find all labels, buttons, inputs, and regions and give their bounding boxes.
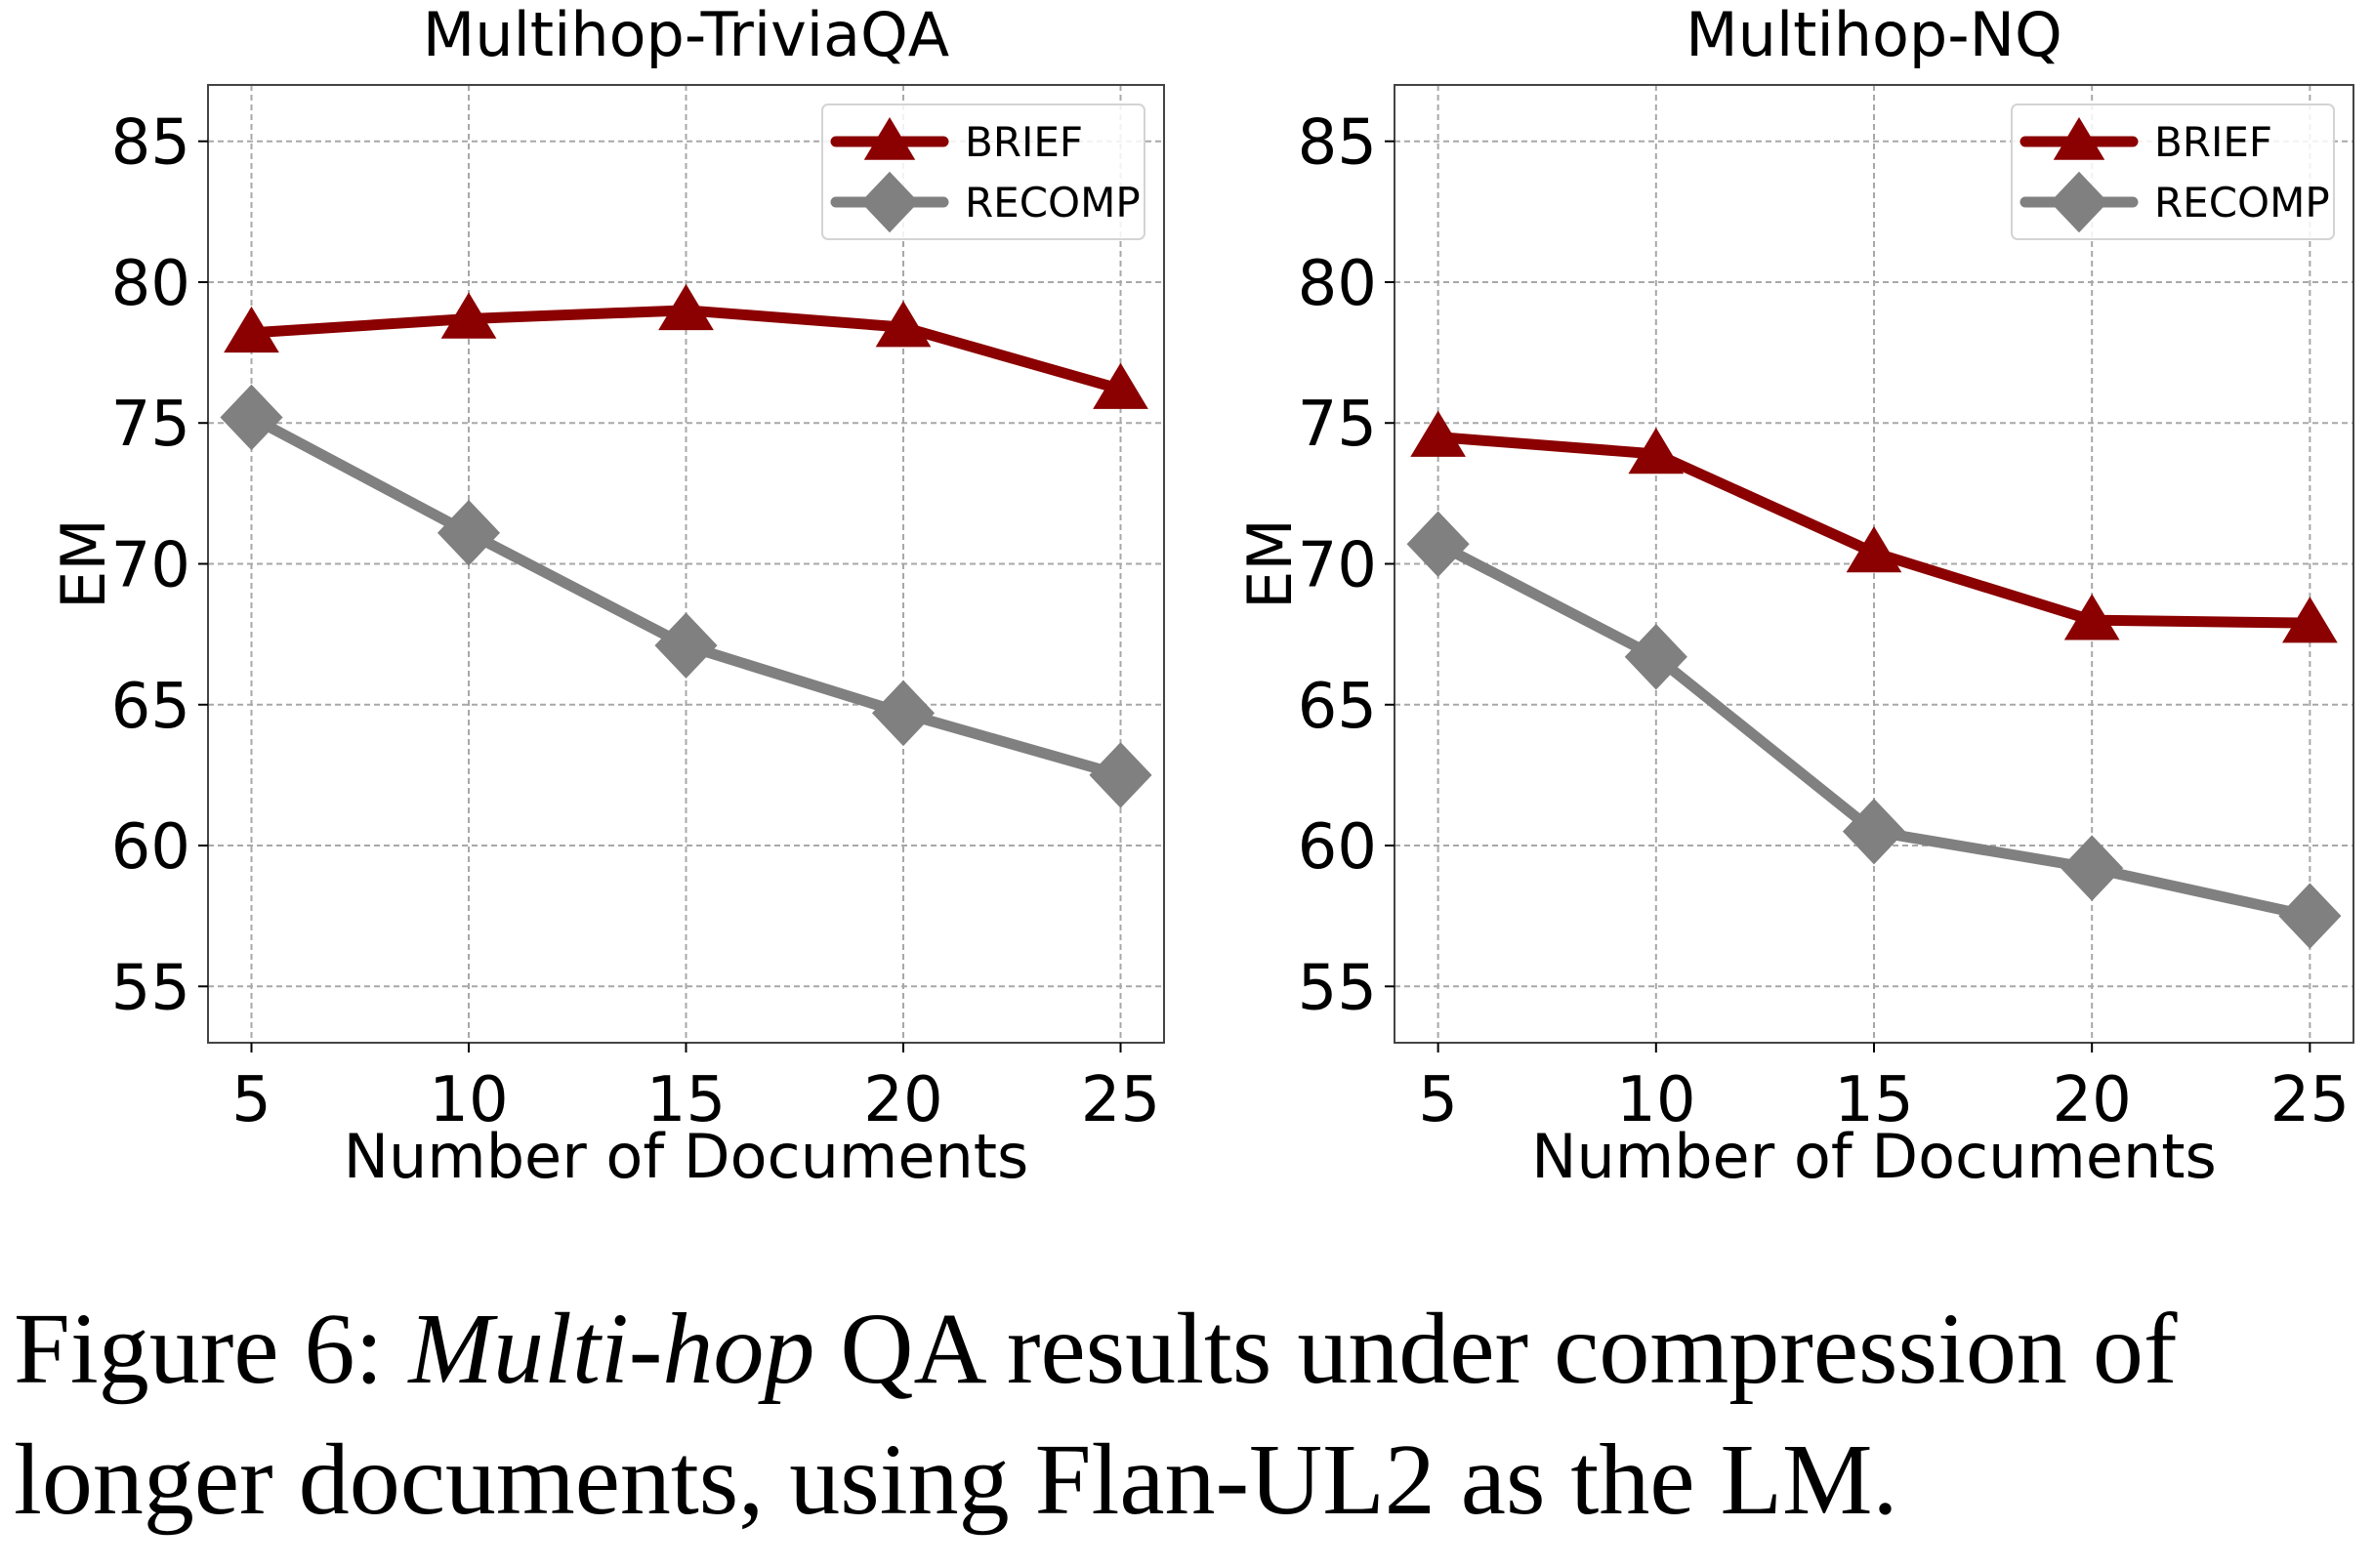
x-tick-label: 10 xyxy=(429,1064,508,1136)
legend-label-recomp: RECOMP xyxy=(965,179,1141,227)
series-brief xyxy=(224,283,1148,409)
legend-marker-brief xyxy=(2053,117,2105,160)
data-point-recomp xyxy=(2278,883,2342,949)
data-point-recomp xyxy=(1624,623,1687,690)
y-axis-label: EM xyxy=(48,518,119,609)
y-axis-label: EM xyxy=(1234,518,1306,609)
legend-label-brief: BRIEF xyxy=(965,118,1083,166)
x-tick-label: 20 xyxy=(2052,1064,2131,1136)
legend: BRIEF RECOMP xyxy=(2011,103,2335,240)
y-tick-label: 70 xyxy=(111,530,190,602)
series-brief xyxy=(1410,410,2338,643)
figure-caption: Figure 6: Multi-hop QA results under com… xyxy=(14,1284,2357,1546)
data-point-recomp xyxy=(1406,511,1470,578)
data-point-brief xyxy=(1093,362,1148,409)
caption-rest: QA results under compression of xyxy=(814,1293,2178,1405)
x-axis-label: Number of Documents xyxy=(344,1121,1029,1192)
y-tick-label: 70 xyxy=(1298,530,1377,602)
data-point-brief xyxy=(2282,597,2338,643)
data-point-recomp xyxy=(1089,742,1152,808)
data-point-brief xyxy=(1628,427,1685,475)
series-recomp xyxy=(1406,511,2342,949)
data-point-recomp xyxy=(2061,835,2124,901)
x-tick-label: 5 xyxy=(1418,1064,1458,1136)
chart-multihop-nq: 55 60 65 70 75 80 85 5 10 15 20 25 Multihop-NQ Number… xyxy=(1234,0,2354,1192)
y-tick-label: 55 xyxy=(111,952,190,1024)
data-point-brief xyxy=(658,283,714,331)
data-point-brief xyxy=(2063,594,2120,640)
y-tick-label: 75 xyxy=(111,389,190,461)
data-point-recomp xyxy=(1842,798,1906,865)
y-tick-label: 85 xyxy=(1298,107,1377,180)
x-axis-label: Number of Documents xyxy=(1531,1121,2217,1192)
chart-multihop-triviaqa: 55 60 65 70 75 80 85 5 10 15 20 25 Multihop-TriviaQA… xyxy=(48,0,1165,1192)
y-tick-label: 80 xyxy=(1298,248,1377,320)
data-point-brief xyxy=(1410,410,1466,457)
x-tick-label: 25 xyxy=(1081,1064,1160,1136)
y-tick-label: 80 xyxy=(111,248,190,320)
x-tick-label: 5 xyxy=(231,1064,271,1136)
legend-label-brief: BRIEF xyxy=(2154,118,2272,166)
chart-title: Multihop-TriviaQA xyxy=(423,0,949,70)
data-point-brief xyxy=(440,292,497,339)
y-tick-label: 75 xyxy=(1298,389,1377,461)
data-point-recomp xyxy=(871,680,936,747)
legend-label-recomp: RECOMP xyxy=(2154,179,2330,227)
y-tick-label: 55 xyxy=(1298,952,1377,1024)
caption-prefix: Figure 6: xyxy=(14,1293,409,1405)
legend-marker-recomp xyxy=(860,171,919,233)
y-tick-label: 65 xyxy=(1298,671,1377,743)
y-tick-label: 85 xyxy=(111,107,190,180)
data-point-brief xyxy=(1846,525,1902,573)
chart-title: Multihop-NQ xyxy=(1686,0,2062,70)
y-tick-label: 60 xyxy=(1298,811,1377,884)
legend: BRIEF RECOMP xyxy=(821,103,1145,240)
data-point-brief xyxy=(224,306,279,353)
data-point-recomp xyxy=(437,500,501,566)
y-tick-label: 65 xyxy=(111,671,190,743)
data-point-recomp xyxy=(654,612,718,679)
caption-emphasis: Multi-hop xyxy=(408,1293,815,1405)
y-tick-label: 60 xyxy=(111,811,190,884)
x-tick-label: 15 xyxy=(646,1064,726,1136)
x-tick-label: 20 xyxy=(863,1064,942,1136)
x-tick-label: 25 xyxy=(2270,1064,2350,1136)
x-tick-label: 15 xyxy=(1834,1064,1913,1136)
legend-marker-recomp xyxy=(2050,171,2108,233)
data-point-recomp xyxy=(220,384,283,451)
caption-line-2: longer documents, using Flan-UL2 as the … xyxy=(14,1424,1898,1537)
series-recomp xyxy=(220,384,1152,808)
x-tick-label: 10 xyxy=(1616,1064,1695,1136)
data-point-brief xyxy=(875,301,932,348)
legend-marker-brief xyxy=(863,117,916,160)
